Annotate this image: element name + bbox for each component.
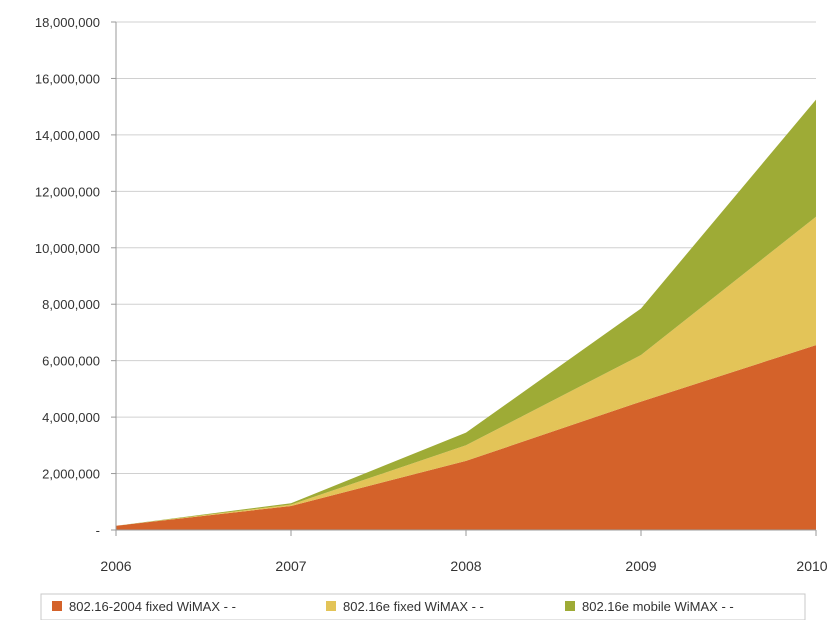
y-tick-label: 2,000,000 — [42, 467, 100, 482]
area-series-1 — [116, 345, 816, 530]
legend-swatch-1 — [52, 601, 62, 611]
area-series-2 — [116, 216, 816, 526]
y-tick-labels: - 2,000,000 4,000,000 6,000,000 8,000,000 10,… — [35, 15, 100, 538]
y-tick-label: 10,000,000 — [35, 241, 100, 256]
y-tick-label: 14,000,000 — [35, 128, 100, 143]
y-tick-label: 4,000,000 — [42, 410, 100, 425]
gridlines — [111, 21, 816, 531]
y-tick-label: 12,000,000 — [35, 184, 100, 199]
legend-box — [40, 593, 806, 621]
x-tick-label: 2006 — [100, 558, 131, 574]
x-tick-label: 2008 — [450, 558, 481, 574]
x-tick-label: 2009 — [625, 558, 656, 574]
y-tick-label: - — [96, 523, 100, 538]
legend: 802.16-2004 fixed WiMAX - - 802.16e fixed… — [40, 593, 806, 621]
legend-swatch-2 — [326, 601, 336, 611]
x-tick-labels: 2006 2007 2008 2009 2010 — [100, 530, 828, 574]
area-series — [116, 99, 816, 530]
y-tick-label: 16,000,000 — [35, 71, 100, 86]
legend-swatch-3 — [565, 601, 575, 611]
y-tick-label: 8,000,000 — [42, 297, 100, 312]
legend-label-3: 802.16e mobile WiMAX - - — [582, 599, 734, 614]
x-tick-label: 2007 — [275, 558, 306, 574]
y-tick-label: 18,000,000 — [35, 15, 100, 30]
y-tick-label: 6,000,000 — [42, 354, 100, 369]
legend-label-2: 802.16e fixed WiMAX - - — [343, 599, 484, 614]
legend-label-1: 802.16-2004 fixed WiMAX - - — [69, 599, 236, 614]
x-tick-label: 2010 — [796, 558, 827, 574]
area-series-3 — [116, 99, 816, 526]
